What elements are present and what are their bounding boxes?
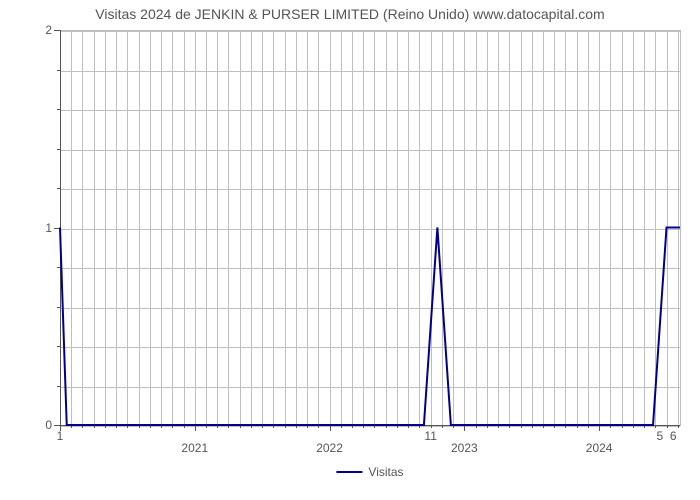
- series-line: [0, 0, 700, 500]
- chart-container: Visitas 2024 de JENKIN & PURSER LIMITED …: [0, 0, 700, 500]
